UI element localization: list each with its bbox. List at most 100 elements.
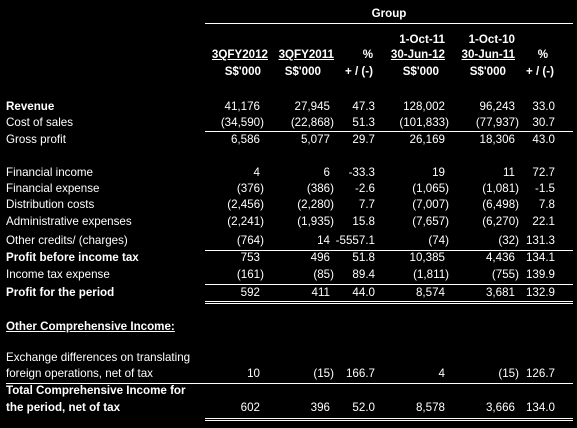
- col5-line2: 30-Jun-11: [461, 48, 516, 61]
- cell: (22,868): [290, 116, 334, 129]
- cell: 3,666: [485, 401, 515, 414]
- col4-line2: 30-Jun-12: [390, 48, 445, 61]
- col3-line3: + / (-): [344, 65, 373, 78]
- cell: (376): [236, 182, 264, 195]
- total-rule: [205, 303, 573, 304]
- col2-line2: 3QFY2011: [278, 48, 334, 61]
- cell: 15.8: [352, 215, 375, 228]
- subtotal-rule: [205, 131, 573, 132]
- cell: (2,241): [227, 215, 264, 228]
- cell: (7,007): [412, 198, 449, 211]
- row-label-cost-of-sales: Cost of sales: [6, 116, 74, 129]
- cell: (1,065): [412, 182, 449, 195]
- row-label-exchange-2: foreign operations, net of tax: [6, 367, 153, 380]
- cell: 47.3: [352, 100, 375, 113]
- col5-line1: 1-Oct-10: [468, 33, 515, 46]
- row-label-financial-expense: Financial expense: [6, 182, 100, 195]
- cell: (1,081): [482, 182, 519, 195]
- cell: 10,385: [409, 251, 445, 264]
- col5-line3: S$'000: [469, 65, 506, 78]
- col4-line1: 1-Oct-11: [399, 33, 445, 46]
- cell: -1.5: [535, 182, 555, 195]
- cell: 128,002: [403, 100, 445, 113]
- cell: (34,590): [220, 116, 264, 129]
- cell: 10: [247, 367, 260, 380]
- col1-line2: 3QFY2012: [211, 48, 268, 61]
- cell: 14: [317, 234, 330, 247]
- cell: 132.9: [525, 286, 555, 299]
- cell: (6,498): [482, 198, 519, 211]
- col6-line2: %: [537, 48, 548, 61]
- cell: 8,578: [415, 401, 445, 414]
- col1-line3: S$'000: [224, 65, 261, 78]
- row-label-total-ci-1: Total Comprehensive Income for: [6, 384, 186, 397]
- row-label-other-credits: Other credits/ (charges): [6, 234, 128, 247]
- group-header-rule: [205, 23, 573, 24]
- cell: 72.7: [532, 166, 555, 179]
- cell: 139.9: [525, 268, 555, 281]
- cell: 22.1: [532, 215, 555, 228]
- total-rule: [205, 420, 573, 421]
- cell: 496: [310, 251, 330, 264]
- row-label-income-tax-expense: Income tax expense: [6, 268, 110, 281]
- row-label-exchange-1: Exchange differences on translating: [6, 351, 191, 364]
- cell: 89.4: [352, 268, 375, 281]
- cell: (755): [491, 268, 519, 281]
- subtotal-rule: [6, 383, 573, 384]
- total-rule: [205, 418, 573, 419]
- cell: 4: [253, 166, 260, 179]
- cell: 131.3: [525, 234, 555, 247]
- cell: -5557.1: [335, 234, 375, 247]
- cell: 44.0: [352, 286, 375, 299]
- cell: 134.1: [525, 251, 555, 264]
- cell: (32): [498, 234, 519, 247]
- cell: 396: [310, 401, 330, 414]
- cell: (77,937): [475, 116, 519, 129]
- cell: 41,176: [224, 100, 260, 113]
- col6-line3: + / (-): [525, 65, 554, 78]
- cell: 6,586: [230, 133, 260, 146]
- cell: (74): [428, 234, 449, 247]
- row-label-total-ci-2: the period, net of tax: [6, 401, 121, 414]
- cell: 27,945: [294, 100, 330, 113]
- col2-line3: S$'000: [284, 65, 321, 78]
- cell: 43.0: [532, 133, 555, 146]
- cell: -33.3: [348, 166, 375, 179]
- row-label-profit-before-tax: Profit before income tax: [6, 251, 139, 264]
- cell: 96,243: [479, 100, 515, 113]
- total-rule: [205, 301, 573, 302]
- cell: -2.6: [355, 182, 375, 195]
- cell: 126.7: [525, 367, 555, 380]
- cell: 7.7: [358, 198, 375, 211]
- cell: (386): [306, 182, 334, 195]
- cell: (764): [236, 234, 264, 247]
- cell: (2,280): [297, 198, 334, 211]
- oci-heading: Other Comprehensive Income:: [6, 320, 175, 333]
- cell: 3,681: [485, 286, 515, 299]
- subtotal-rule: [205, 284, 573, 285]
- cell: 4,436: [485, 251, 515, 264]
- cell: 52.0: [352, 401, 375, 414]
- cell: 134.0: [525, 401, 555, 414]
- cell: 19: [432, 166, 445, 179]
- cell: 753: [240, 251, 260, 264]
- row-label-financial-income: Financial income: [6, 166, 93, 179]
- cell: 18,306: [479, 133, 515, 146]
- row-label-distribution-costs: Distribution costs: [6, 198, 95, 211]
- cell: 30.7: [532, 116, 555, 129]
- cell: 6: [323, 166, 330, 179]
- col4-line3: S$'000: [402, 65, 439, 78]
- cell: (1,811): [413, 268, 449, 281]
- col3-line2: %: [362, 48, 373, 61]
- cell: 5,077: [300, 133, 330, 146]
- cell: 592: [240, 286, 260, 299]
- cell: (2,456): [227, 198, 264, 211]
- cell: (1,935): [297, 215, 334, 228]
- row-label-administrative-expenses: Administrative expenses: [6, 215, 132, 228]
- subtotal-rule: [205, 250, 573, 251]
- cell: (161): [236, 268, 264, 281]
- cell: (15): [498, 367, 519, 380]
- row-label-gross-profit: Gross profit: [6, 133, 66, 146]
- cell: 33.0: [532, 100, 555, 113]
- cell: 11: [502, 166, 515, 179]
